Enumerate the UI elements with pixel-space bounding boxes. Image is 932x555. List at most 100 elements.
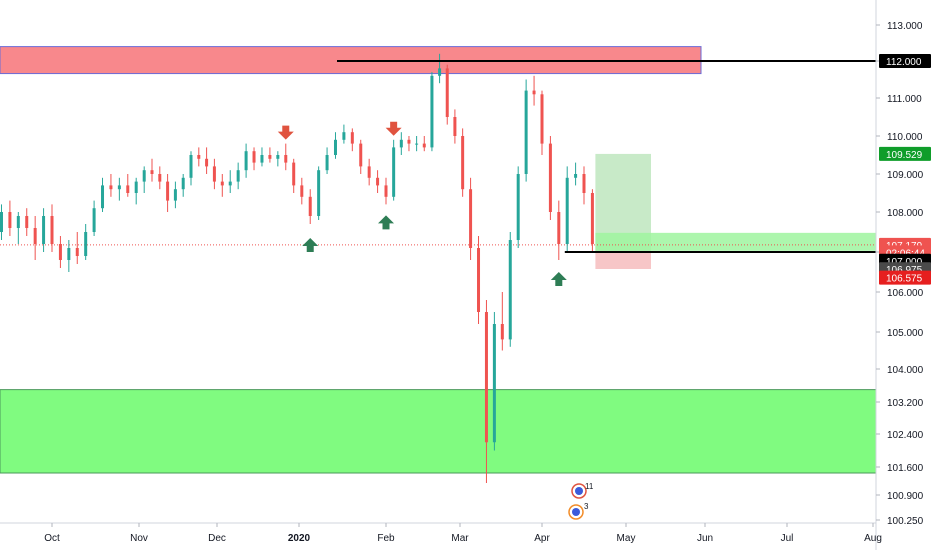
flag-icon-inner: [572, 508, 580, 516]
candle[interactable]: [407, 136, 411, 152]
candle[interactable]: [142, 166, 146, 193]
candle[interactable]: [453, 109, 457, 144]
flag-icon-inner: [575, 487, 583, 495]
candle[interactable]: [469, 177, 473, 260]
candle[interactable]: [438, 53, 442, 84]
candle[interactable]: [317, 166, 321, 220]
stop-zone[interactable]: [595, 252, 651, 269]
candle[interactable]: [134, 177, 138, 205]
support-zone[interactable]: [0, 389, 877, 474]
candle[interactable]: [565, 166, 569, 252]
candle-body: [0, 212, 3, 232]
candle[interactable]: [126, 174, 130, 197]
candle[interactable]: [508, 232, 512, 347]
candle[interactable]: [101, 177, 105, 212]
candle[interactable]: [92, 200, 96, 236]
candle[interactable]: [244, 143, 248, 178]
candle[interactable]: [574, 162, 578, 186]
candle[interactable]: [376, 170, 380, 193]
candle[interactable]: [399, 132, 403, 155]
candle[interactable]: [276, 151, 280, 167]
candle[interactable]: [532, 75, 536, 106]
candle[interactable]: [0, 204, 3, 240]
candle[interactable]: [268, 147, 272, 163]
candle-body: [25, 216, 29, 228]
candle[interactable]: [236, 162, 240, 190]
candle[interactable]: [205, 147, 209, 174]
candle-body: [317, 170, 321, 216]
candle-body: [574, 174, 578, 178]
candle[interactable]: [173, 181, 177, 209]
candle[interactable]: [220, 174, 224, 197]
candle-body: [252, 151, 256, 163]
candle[interactable]: [492, 312, 496, 451]
candle[interactable]: [58, 236, 62, 268]
candle-body: [461, 136, 465, 190]
candle[interactable]: [415, 136, 419, 152]
candle[interactable]: [300, 177, 304, 205]
candle[interactable]: [158, 166, 162, 190]
candle[interactable]: [325, 147, 329, 174]
candle[interactable]: [109, 174, 113, 197]
candle[interactable]: [445, 64, 449, 125]
candle[interactable]: [342, 124, 346, 144]
candle[interactable]: [461, 128, 465, 197]
candle[interactable]: [422, 136, 426, 152]
candle[interactable]: [181, 174, 185, 197]
x-tick-label: Oct: [44, 533, 60, 544]
candle[interactable]: [75, 232, 79, 264]
candle[interactable]: [228, 170, 232, 193]
candle[interactable]: [117, 177, 121, 201]
candle[interactable]: [524, 79, 528, 182]
candle[interactable]: [350, 128, 354, 152]
candle[interactable]: [16, 212, 20, 244]
candle-body: [50, 216, 54, 244]
candle[interactable]: [548, 136, 552, 220]
candle[interactable]: [430, 72, 434, 152]
candle[interactable]: [166, 174, 170, 212]
candle[interactable]: [359, 139, 363, 174]
candle[interactable]: [392, 139, 396, 201]
y-tick-label: 100.250: [887, 516, 924, 527]
candle[interactable]: [67, 240, 71, 272]
event-badge-2[interactable]: 3: [568, 502, 589, 520]
candle-body: [173, 189, 177, 201]
event-badge-1[interactable]: 11: [571, 482, 594, 499]
candle-body: [548, 143, 552, 212]
candle[interactable]: [8, 200, 12, 236]
x-axis[interactable]: Oct Nov Dec 2020 Feb Mar Apr May Jun Jul Aug: [44, 523, 882, 544]
candle[interactable]: [590, 189, 594, 252]
price-tag-label: 106.575: [886, 274, 923, 285]
candle[interactable]: [25, 208, 29, 236]
candle[interactable]: [252, 147, 256, 171]
candle[interactable]: [150, 158, 154, 182]
candle[interactable]: [477, 236, 481, 324]
candle[interactable]: [33, 216, 37, 260]
candle[interactable]: [308, 189, 312, 224]
candle[interactable]: [189, 151, 193, 186]
candle[interactable]: [212, 158, 216, 190]
candle-body: [220, 181, 224, 186]
candle[interactable]: [50, 204, 54, 252]
y-tick-label: 103.200: [887, 398, 924, 409]
candle[interactable]: [557, 200, 561, 260]
candle[interactable]: [260, 147, 264, 167]
candle[interactable]: [284, 143, 288, 171]
candle[interactable]: [42, 208, 46, 252]
candle[interactable]: [367, 158, 371, 186]
candle[interactable]: [384, 177, 388, 205]
candle[interactable]: [292, 158, 296, 193]
candle[interactable]: [333, 132, 337, 159]
candle[interactable]: [197, 147, 201, 167]
candle[interactable]: [540, 90, 544, 155]
candle[interactable]: [516, 166, 520, 248]
candle[interactable]: [84, 224, 88, 260]
candle-body: [469, 189, 473, 248]
candle[interactable]: [582, 166, 586, 205]
price-tag: 106.575: [879, 270, 931, 285]
candle[interactable]: [500, 292, 504, 351]
candle[interactable]: [484, 300, 488, 483]
position-layer: [0, 153, 876, 269]
